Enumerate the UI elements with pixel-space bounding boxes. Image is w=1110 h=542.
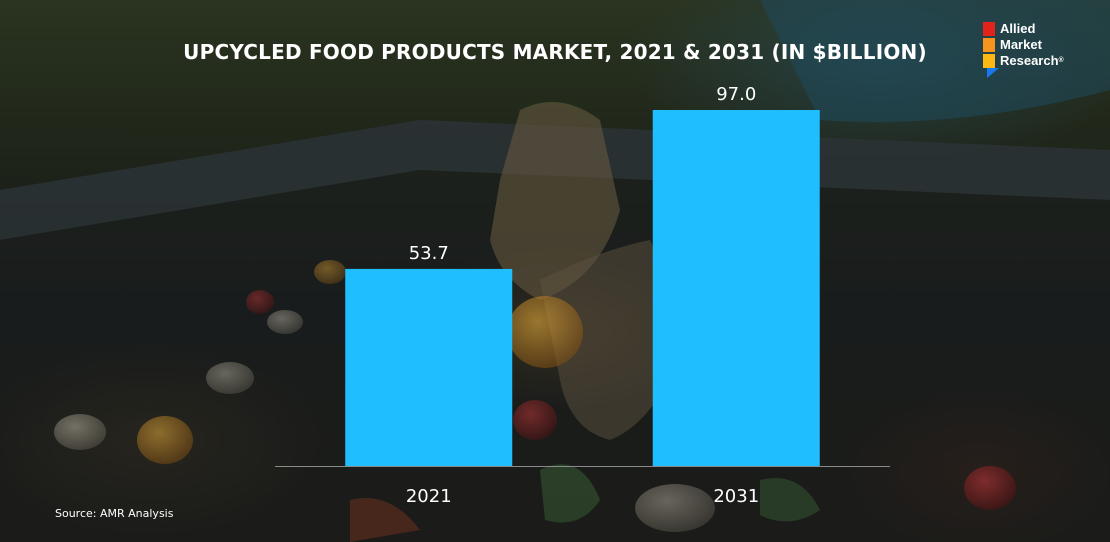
bar-2031 [652,110,820,466]
chart-title: UPCYCLED FOOD PRODUCTS MARKET, 2021 & 20… [183,40,927,64]
value-label-2031: 97.0 [716,84,756,105]
logo-square-yellow [983,54,995,68]
allied-market-research-logo: Allied Market Research® [983,22,1093,80]
bar-2021 [345,268,513,466]
logo-tail-icon [987,68,999,78]
logo-square-orange [983,38,995,52]
logo-mark-icon [983,22,995,68]
logo-text-research: Research® [1000,54,1064,68]
logo-square-red [983,22,995,36]
source-note: Source: AMR Analysis [55,507,174,520]
x-tick-label-2031: 2031 [713,486,759,507]
logo-text-market: Market [1000,37,1042,52]
logo-text-allied: Allied [1000,21,1036,36]
x-tick-label-2021: 2021 [406,486,452,507]
logo-text-research-word: Research [1000,53,1059,68]
value-label-2021: 53.7 [409,243,449,264]
logo-registered-mark: ® [1058,57,1064,64]
